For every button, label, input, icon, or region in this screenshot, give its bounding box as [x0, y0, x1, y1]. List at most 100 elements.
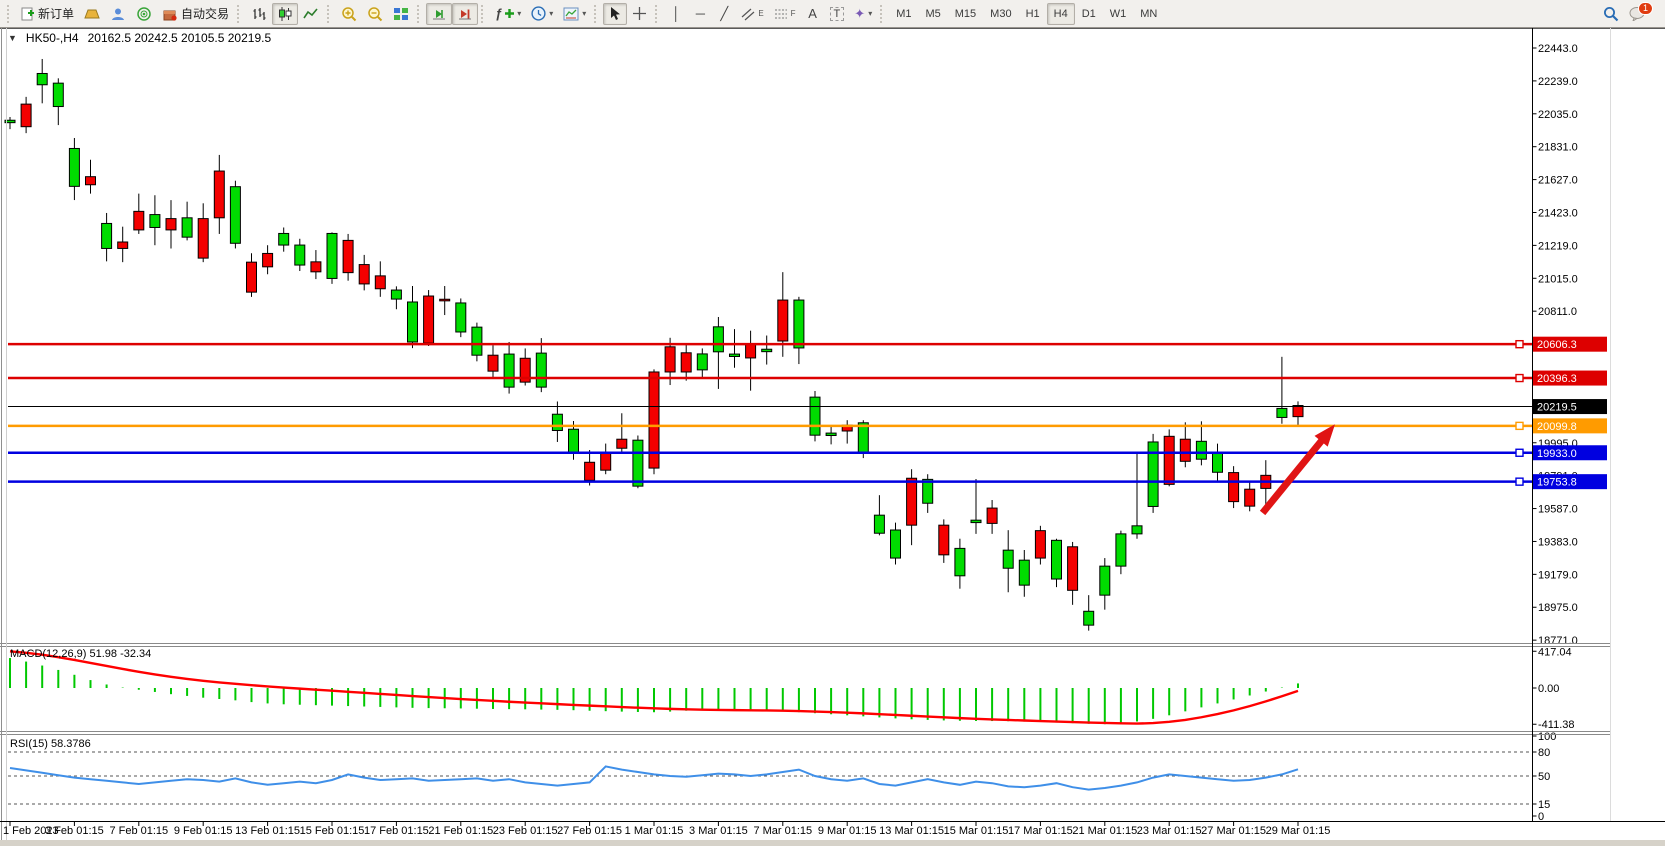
candle-bearish: [1292, 405, 1304, 418]
market-button[interactable]: [79, 3, 105, 25]
price-chart[interactable]: 22443.0 22239.0 22035.0 21831.0 21627.0 21423…: [0, 28, 1665, 846]
toolbar-grip[interactable]: [655, 4, 659, 23]
new-order-button[interactable]: 新订单: [16, 3, 79, 25]
indicators-button[interactable]: ƒ ▾: [490, 3, 526, 25]
price-axis-label: 18975.0: [1538, 602, 1578, 614]
candle-bullish: [455, 302, 467, 333]
channel-icon: [741, 7, 755, 21]
vertical-line-button[interactable]: │: [664, 3, 688, 25]
arrows-button[interactable]: ✦ ▾: [849, 3, 877, 25]
trend-arrow-head[interactable]: [1314, 424, 1336, 447]
time-axis-label: 7 Feb 01:15: [109, 825, 168, 837]
price-line-label-text: 20606.3: [1537, 339, 1577, 351]
timeframe-m30-button[interactable]: M30: [990, 7, 1012, 20]
rsi-axis-label: 15: [1538, 799, 1550, 811]
timeframe-mn-button[interactable]: MN: [1140, 7, 1158, 20]
candle-bearish: [600, 452, 612, 471]
line-handle[interactable]: [1515, 421, 1524, 431]
tile-windows-button[interactable]: [388, 3, 414, 25]
radar-icon: [136, 6, 152, 21]
price-line-label-text: 19933.0: [1537, 448, 1577, 460]
indicators-plus-icon: [505, 9, 515, 18]
cursor-arrow-icon: [608, 6, 622, 21]
candle-bullish: [326, 232, 338, 279]
rsi-axis-label: 100: [1538, 731, 1556, 743]
candle-bullish: [181, 217, 193, 238]
toolbar-grip[interactable]: [237, 4, 241, 23]
toolbar-grip[interactable]: [327, 4, 331, 23]
price-axis-label: 21627.0: [1538, 175, 1578, 187]
candlestick-icon: [277, 6, 293, 22]
text-label-button[interactable]: T: [825, 3, 850, 25]
community-button[interactable]: [105, 3, 131, 25]
time-axis-label: 15 Feb 01:15: [300, 825, 365, 837]
toolbar-grip[interactable]: [417, 4, 421, 23]
fibonacci-button[interactable]: F: [769, 3, 801, 25]
chart-candles-button[interactable]: [272, 2, 299, 25]
time-axis-label: 1 Feb 2023: [3, 825, 59, 837]
chart-bars-button[interactable]: [246, 3, 272, 25]
candle-bullish: [1212, 452, 1223, 473]
candle-bullish: [535, 352, 547, 388]
timeframe-m15-button[interactable]: M15: [954, 7, 977, 20]
vertical-line-icon: │: [672, 6, 681, 21]
channel-button[interactable]: E: [736, 3, 768, 25]
price-line-label: [1533, 474, 1607, 490]
text-button[interactable]: A: [801, 3, 825, 25]
toolbar-grip[interactable]: [7, 4, 11, 23]
candle-bullish: [1099, 565, 1111, 596]
timeframe-h1-button[interactable]: H1: [1025, 7, 1040, 20]
templates-button[interactable]: ▾: [558, 3, 591, 25]
toolbar-grip[interactable]: [880, 4, 884, 23]
timeframe-d1-button[interactable]: D1: [1081, 7, 1096, 20]
zoom-in-button[interactable]: [336, 3, 362, 25]
cursor-button[interactable]: [603, 2, 628, 25]
crosshair-button[interactable]: [627, 3, 652, 25]
trendline-button[interactable]: ╱: [712, 3, 736, 25]
candle-bullish: [1276, 407, 1288, 418]
candle-bearish: [342, 239, 354, 274]
candle-bullish: [712, 326, 724, 353]
collapse-triangle-icon[interactable]: ▼: [8, 33, 17, 43]
price-line-label: [1533, 418, 1607, 434]
timeframe-h4-button[interactable]: H4: [1046, 2, 1075, 25]
candle-bearish: [519, 357, 531, 383]
trend-arrow-shaft[interactable]: [1259, 435, 1327, 516]
signals-button[interactable]: [131, 3, 157, 25]
candle-bearish: [1244, 488, 1256, 507]
autoscroll-button[interactable]: [426, 2, 453, 25]
zoom-out-button[interactable]: [362, 3, 388, 25]
autotrading-button[interactable]: 自动交易: [157, 3, 234, 25]
template-icon: [563, 7, 579, 21]
candle-bullish: [1131, 525, 1143, 535]
search-button[interactable]: [1598, 3, 1624, 25]
text-label-icon: T: [829, 6, 845, 21]
line-handle[interactable]: [1515, 339, 1524, 349]
chart-line-button[interactable]: [298, 3, 324, 25]
candle-bullish: [632, 439, 644, 487]
candle-bullish: [1147, 441, 1159, 507]
line-handle[interactable]: [1515, 448, 1524, 457]
chart-symbol-period: HK50-,H4: [25, 31, 79, 45]
chart-shift-button[interactable]: [452, 2, 479, 25]
toolbar-grip[interactable]: [481, 4, 485, 23]
chevron-down-icon: ▾: [582, 8, 587, 18]
bar-chart-icon: [251, 6, 267, 22]
price-line-label: [1533, 445, 1607, 461]
horizontal-line-button[interactable]: ─: [688, 3, 712, 25]
time-axis-label: 23 Feb 01:15: [493, 825, 558, 837]
candle-bearish: [165, 218, 177, 231]
timeframe-w1-button[interactable]: W1: [1109, 7, 1127, 20]
periods-button[interactable]: ▾: [526, 3, 558, 25]
candle-bullish: [278, 232, 290, 246]
timeframe-m1-button[interactable]: M1: [896, 7, 912, 20]
toolbar-grip[interactable]: [594, 4, 598, 23]
line-handle[interactable]: [1515, 373, 1524, 383]
candle-bullish: [761, 348, 773, 353]
timeframe-m5-button[interactable]: M5: [925, 7, 941, 20]
line-handle[interactable]: [1515, 477, 1524, 486]
candle-bearish: [1034, 530, 1046, 559]
chat-button[interactable]: 1: [1624, 1, 1653, 25]
candle-bearish: [986, 507, 998, 524]
time-axis-label: 23 Mar 01:15: [1137, 825, 1202, 837]
